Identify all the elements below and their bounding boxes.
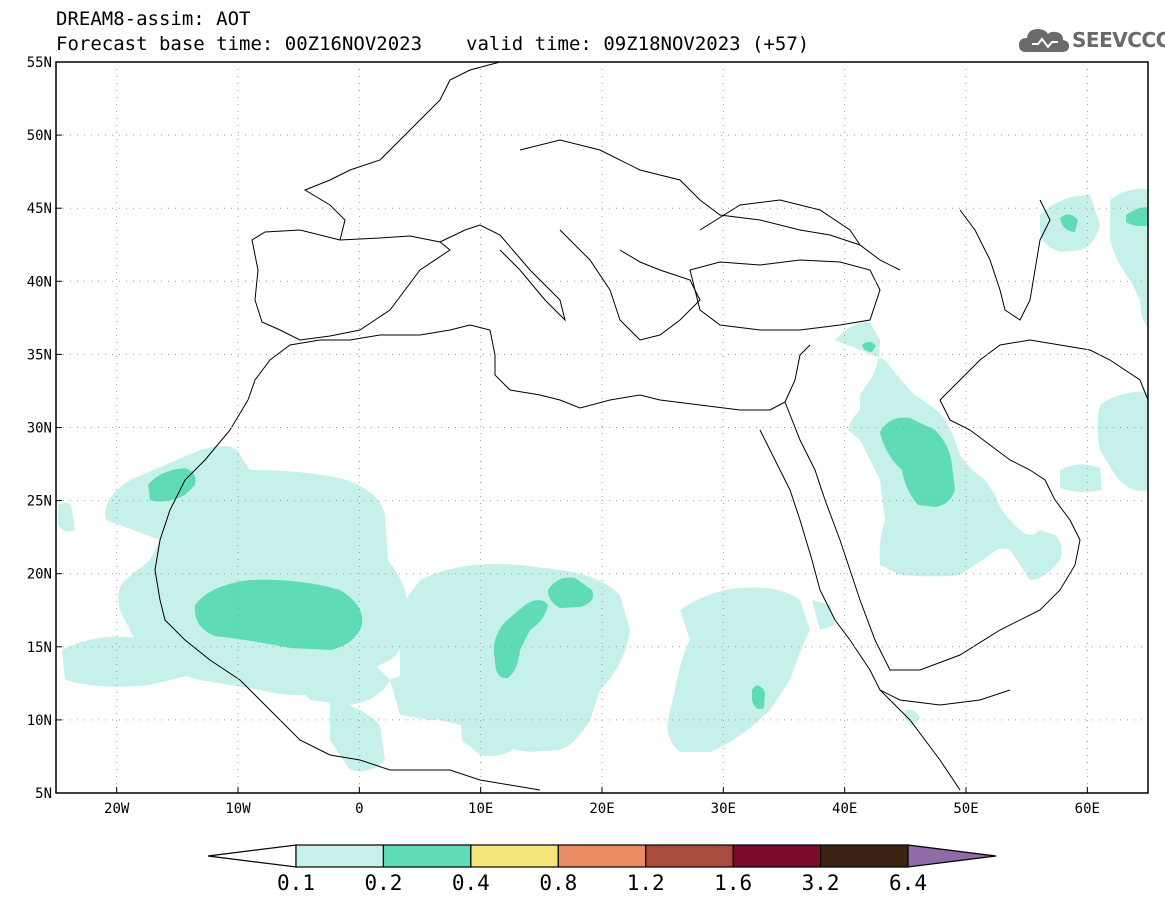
colorbar-box	[819, 844, 909, 868]
colorbar-label: 3.2	[802, 871, 840, 895]
lon-tick-label: 10W	[225, 801, 251, 817]
lat-tick-label: 20N	[27, 567, 52, 583]
colorbar-label: 6.4	[889, 871, 927, 895]
lat-tick-label: 5N	[35, 786, 52, 802]
lat-tick-label: 45N	[27, 201, 52, 217]
colorbar-over-triangle	[907, 844, 997, 868]
lon-tick-label: 0	[355, 801, 363, 817]
colorbar: 0.1 0.2 0.4 0.8 1.2 1.6 3.2 6.4	[207, 844, 997, 895]
lon-tick-label: 30E	[711, 801, 736, 817]
lon-axis: 20W 10W 0 10E 20E 30E 40E 50E 60E	[104, 801, 1100, 817]
colorbar-box	[295, 844, 385, 868]
axis-ticks	[56, 61, 1088, 794]
colorbar-label: 1.6	[714, 871, 752, 895]
colorbar-box	[557, 844, 647, 868]
map-title: DREAM8-assim: AOT	[56, 8, 251, 30]
lat-tick-label: 35N	[27, 347, 52, 363]
cloud-icon	[1019, 29, 1069, 52]
lon-tick-label: 10E	[468, 801, 493, 817]
lon-tick-label: 60E	[1075, 801, 1100, 817]
lon-tick-label: 20E	[589, 801, 614, 817]
lon-tick-label: 40E	[832, 801, 857, 817]
lat-tick-label: 15N	[27, 640, 52, 656]
lat-tick-label: 25N	[27, 494, 52, 510]
colorbar-label: 1.2	[627, 871, 665, 895]
lat-tick-label: 30N	[27, 421, 52, 437]
lat-axis: 55N 50N 45N 40N 35N 30N 25N 20N 15N 10N 5N	[27, 55, 52, 802]
base-time: Forecast base time: 00Z16NOV2023	[56, 33, 423, 55]
lat-tick-label: 40N	[27, 274, 52, 290]
lon-tick-label: 50E	[953, 801, 978, 817]
colorbar-box	[470, 844, 559, 868]
colorbar-label: 0.2	[364, 871, 402, 895]
colorbar-label: 0.8	[539, 871, 577, 895]
time-info: Forecast base time: 00Z16NOV2023 valid ti…	[56, 33, 809, 55]
lat-tick-label: 50N	[27, 128, 52, 144]
aot-fields	[58, 188, 1148, 772]
colorbar-label: 0.4	[452, 871, 490, 895]
colorbar-box	[645, 844, 734, 868]
lon-tick-label: 20W	[104, 801, 130, 817]
lat-tick-label: 10N	[27, 713, 52, 729]
colorbar-label: 0.1	[277, 871, 315, 895]
seevccc-logo: SEEVCCC	[1018, 22, 1165, 58]
aot-low-regions	[58, 188, 1148, 772]
lat-tick-label: 55N	[27, 55, 52, 71]
grid-lines	[56, 62, 1148, 793]
aot-medium-regions	[148, 207, 1148, 709]
colorbar-box	[732, 844, 822, 868]
coastlines	[154, 62, 1148, 791]
logo-text: SEEVCCC	[1072, 28, 1165, 52]
valid-time: valid time: 09Z18NOV2023 (+57)	[466, 33, 810, 55]
colorbar-under-triangle	[207, 844, 297, 868]
colorbar-box	[382, 844, 472, 868]
